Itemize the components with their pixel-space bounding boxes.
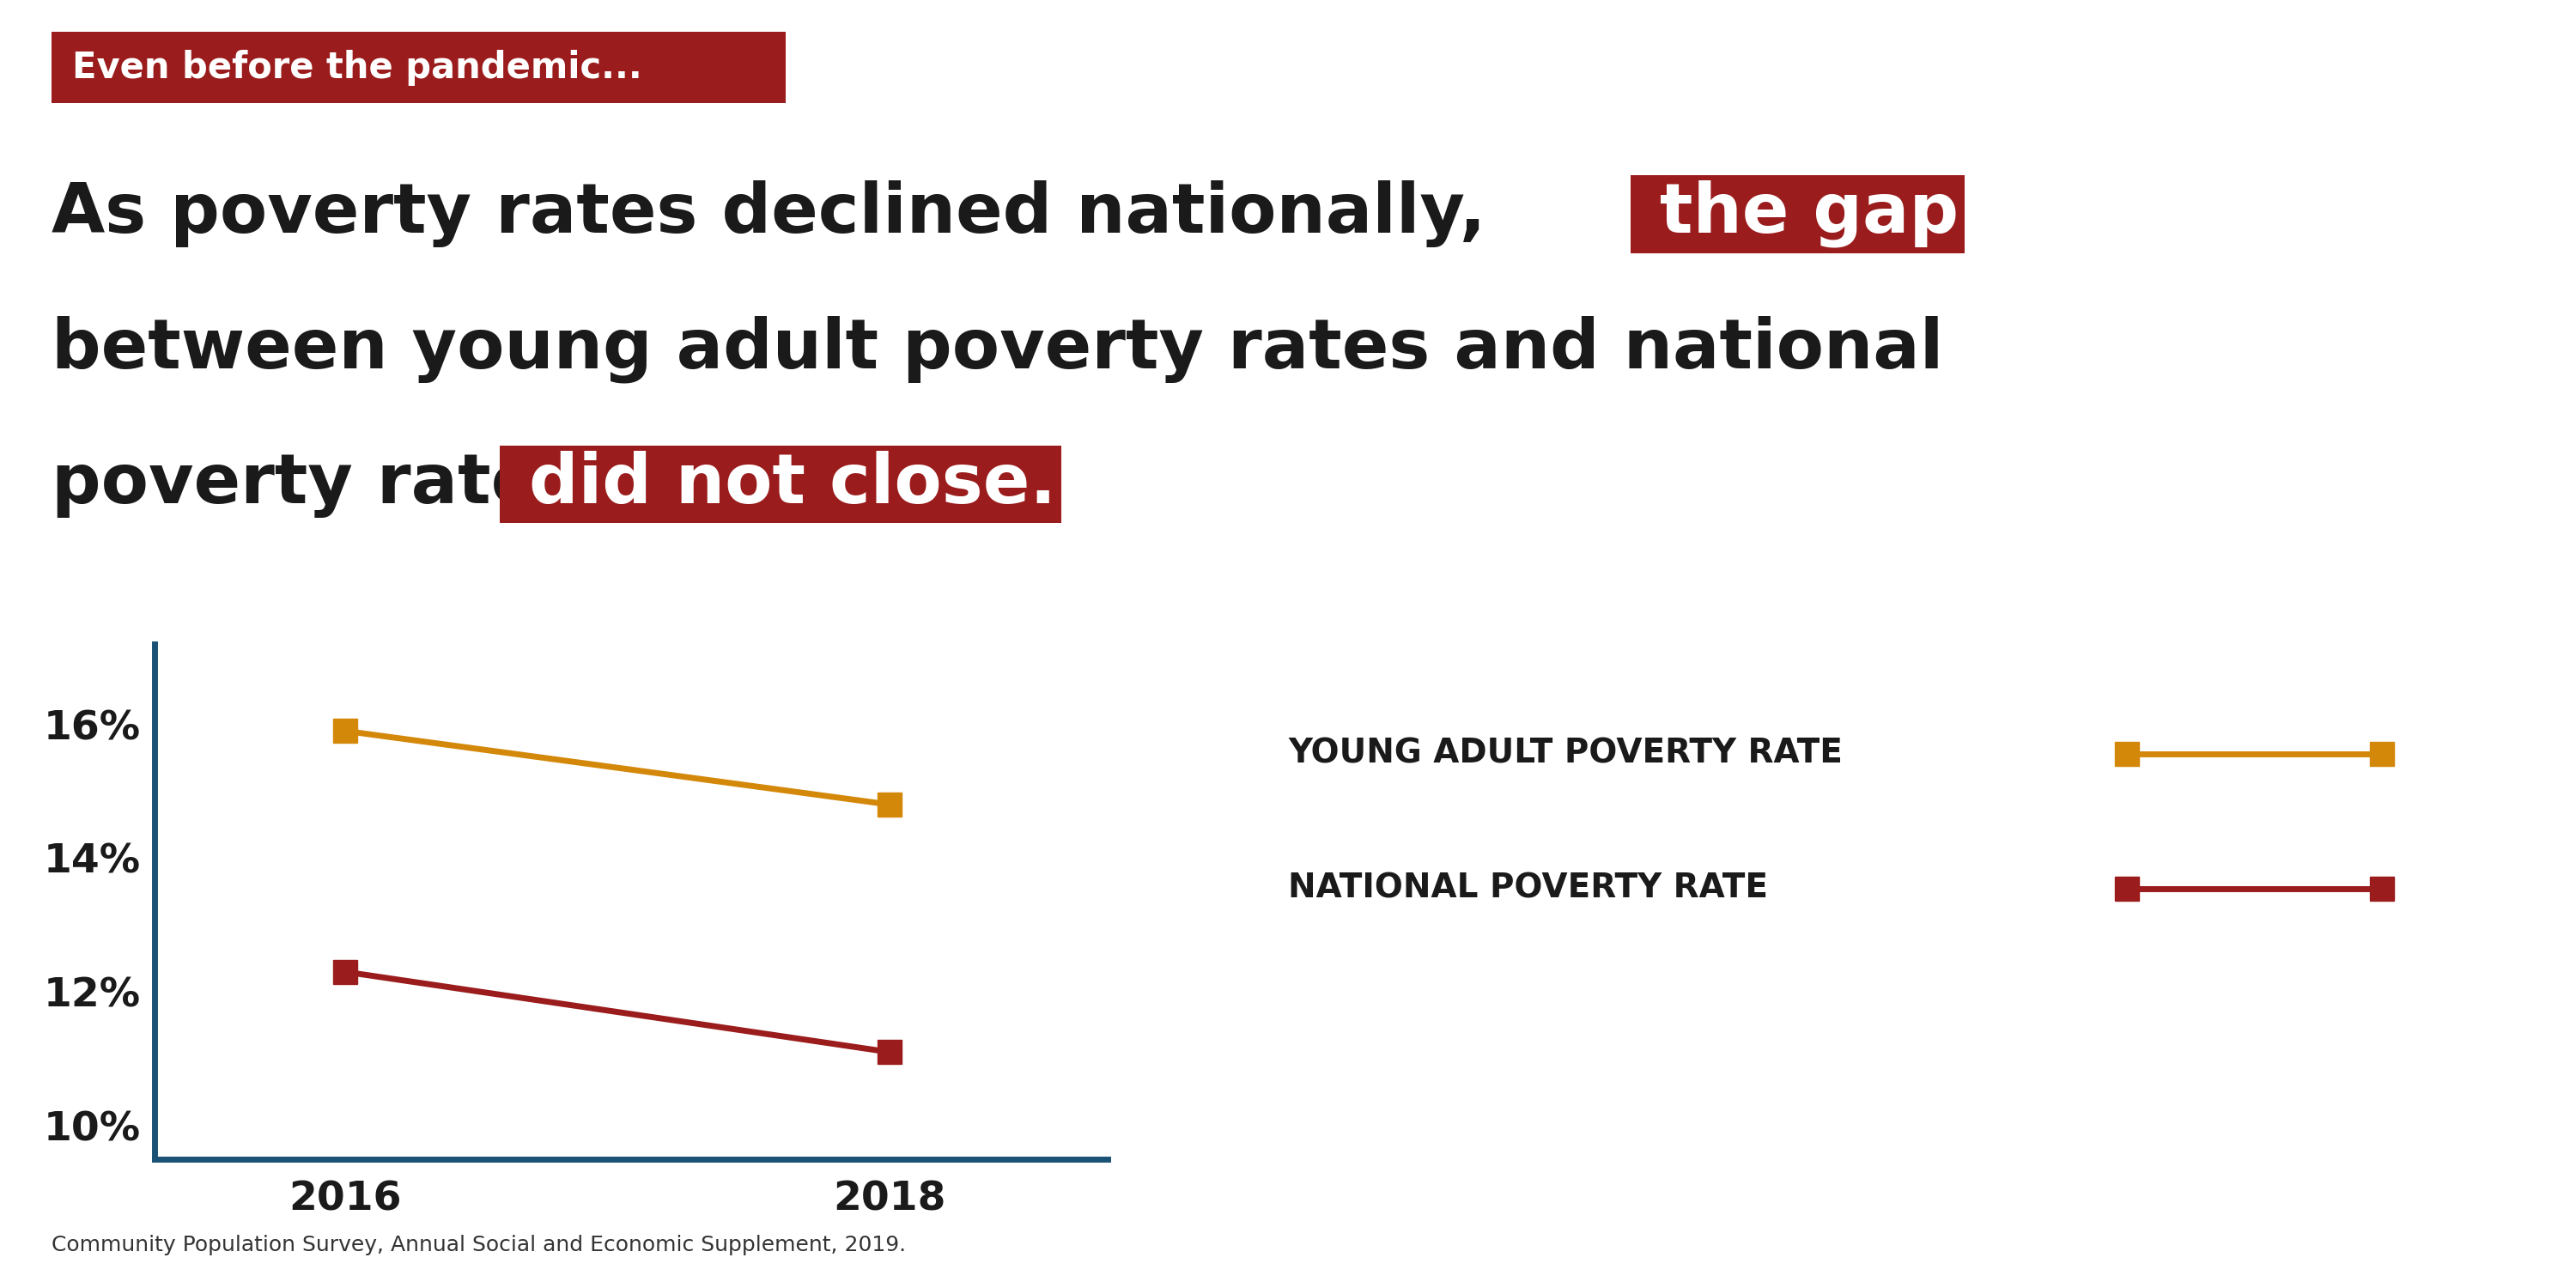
Text: Even before the pandemic...: Even before the pandemic... xyxy=(72,49,641,85)
Text: did not close.: did not close. xyxy=(505,451,1056,518)
Text: between young adult poverty rates and national: between young adult poverty rates and na… xyxy=(52,316,1942,383)
Text: Community Population Survey, Annual Social and Economic Supplement, 2019.: Community Population Survey, Annual Soci… xyxy=(52,1235,907,1256)
Text: YOUNG ADULT POVERTY RATE: YOUNG ADULT POVERTY RATE xyxy=(1288,737,1842,770)
Text: poverty rates: poverty rates xyxy=(52,451,580,518)
Text: As poverty rates declined nationally,: As poverty rates declined nationally, xyxy=(52,180,1486,247)
Text: the gap: the gap xyxy=(1636,180,1958,247)
Text: NATIONAL POVERTY RATE: NATIONAL POVERTY RATE xyxy=(1288,872,1767,905)
